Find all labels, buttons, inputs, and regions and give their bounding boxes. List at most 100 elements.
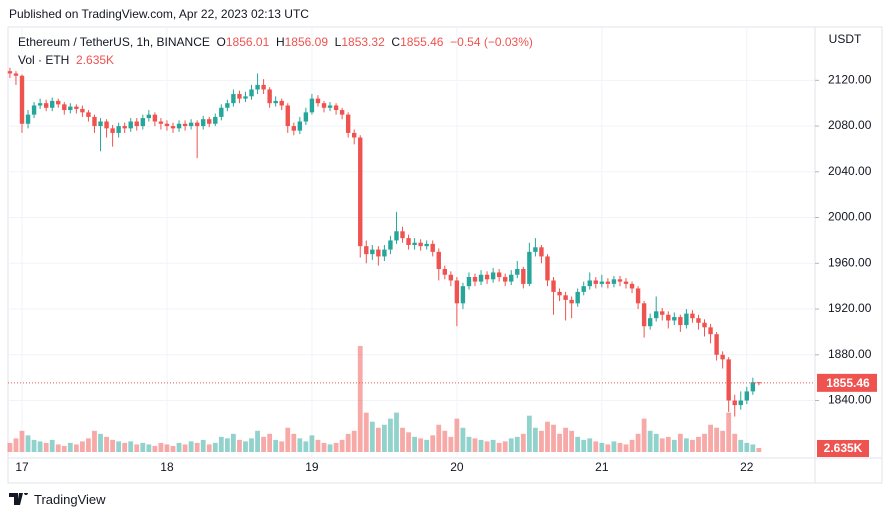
candle-body xyxy=(672,317,677,321)
published-note: Published on TradingView.com, Apr 22, 20… xyxy=(9,7,309,21)
volume-bar xyxy=(677,433,683,452)
candle-body xyxy=(261,84,266,90)
candle-body xyxy=(152,114,158,122)
candle-body xyxy=(496,272,502,278)
y-tick-label: 1840.00 xyxy=(828,393,872,407)
candle-body xyxy=(702,322,707,328)
volume-bar xyxy=(448,436,454,452)
candle-body xyxy=(303,112,309,122)
volume-bar xyxy=(436,424,442,452)
candle-body xyxy=(678,317,683,326)
volume-label-bg xyxy=(817,440,869,458)
candle-body xyxy=(545,256,550,281)
x-tick-label: 20 xyxy=(450,460,464,474)
volume-bar xyxy=(526,415,532,452)
candle-body xyxy=(484,274,490,280)
volume-bar xyxy=(339,439,345,452)
candle-body xyxy=(370,249,375,255)
candle-body xyxy=(321,103,327,108)
volume-bar xyxy=(533,427,538,452)
volume-bar xyxy=(388,418,393,452)
candle-body xyxy=(98,121,103,127)
volume-bar xyxy=(267,433,273,452)
candle-body xyxy=(430,243,435,252)
volume-bar xyxy=(502,441,508,452)
volume-bar xyxy=(696,436,701,452)
candle-body xyxy=(539,247,544,257)
candle-body xyxy=(327,105,333,108)
volume-bar xyxy=(599,442,605,452)
candle-body xyxy=(611,279,617,284)
candle-body xyxy=(231,94,236,104)
candle-body xyxy=(68,106,73,111)
volume-bar xyxy=(80,441,85,452)
candle-body xyxy=(25,114,31,124)
volume-bar xyxy=(702,433,707,452)
candle-body xyxy=(50,100,55,108)
candle-body xyxy=(448,274,454,281)
candle-body xyxy=(388,240,393,250)
volume-bar xyxy=(321,442,327,452)
volume-bar xyxy=(756,448,762,452)
candle-body xyxy=(666,314,671,321)
candle-body xyxy=(412,242,417,245)
volume-bar xyxy=(164,444,170,452)
volume-bar xyxy=(37,441,43,452)
volume-bar xyxy=(659,438,665,452)
candle-body xyxy=(563,295,568,300)
candle-body xyxy=(201,119,206,127)
ohlc-value: 1855.46 xyxy=(400,35,444,49)
candle-body xyxy=(684,313,689,326)
grid xyxy=(8,27,815,458)
volume-bar xyxy=(231,433,236,452)
candle-body xyxy=(478,274,484,282)
candle-body xyxy=(466,277,472,287)
candle-body xyxy=(738,400,743,406)
volume-bar xyxy=(279,441,285,452)
volume-bar xyxy=(206,444,212,452)
candle-body xyxy=(521,269,526,284)
volume-bar xyxy=(394,412,399,452)
candle-body xyxy=(490,272,496,280)
volume-bar xyxy=(351,430,357,452)
volume-bar xyxy=(237,439,242,452)
candle-body xyxy=(213,116,218,124)
candle-body xyxy=(309,98,315,113)
volume-bar xyxy=(170,445,176,452)
volume-bar xyxy=(418,438,424,452)
volume-bar xyxy=(641,418,647,452)
candle-body xyxy=(629,283,635,289)
volume-bar xyxy=(472,438,478,452)
candle-body xyxy=(158,121,164,124)
candle-body xyxy=(406,238,411,245)
candle-body xyxy=(56,100,61,105)
candle-body xyxy=(720,354,725,360)
y-tick-label: 2000.00 xyxy=(828,210,872,224)
y-tick-label: 2040.00 xyxy=(828,164,872,178)
candle-body xyxy=(74,106,79,109)
candle-body xyxy=(146,114,152,119)
volume-bar xyxy=(593,441,599,452)
volume-bar xyxy=(128,441,134,452)
volume-bar xyxy=(575,436,581,452)
volume-bar xyxy=(327,444,333,452)
ohlc-value: 1853.32 xyxy=(341,35,385,49)
volume-bar xyxy=(539,430,544,452)
candle-body xyxy=(509,274,514,282)
volume-bar xyxy=(357,346,363,452)
volume-bar xyxy=(224,438,230,452)
candle-body xyxy=(122,126,127,129)
candle-body xyxy=(690,313,695,319)
candle-body xyxy=(267,89,272,104)
candle-body xyxy=(454,280,460,304)
volume-bar xyxy=(49,439,55,452)
candle-body xyxy=(116,126,121,133)
volume-bar xyxy=(255,430,260,452)
candle-body xyxy=(569,299,574,304)
candle-body xyxy=(696,318,701,323)
volume-bar xyxy=(297,438,303,452)
candle-body xyxy=(515,269,520,275)
candle-body xyxy=(635,288,641,304)
candle-body xyxy=(339,110,345,115)
